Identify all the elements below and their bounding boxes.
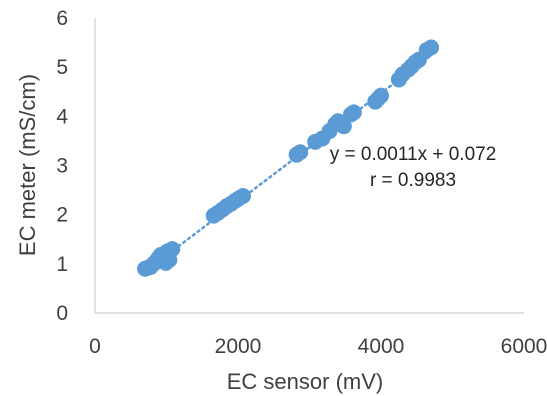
x-tick-label: 6000 bbox=[501, 335, 547, 358]
data-point bbox=[345, 104, 362, 121]
y-tick-label: 0 bbox=[56, 302, 68, 325]
x-tick-label: 4000 bbox=[358, 335, 405, 358]
data-point bbox=[423, 39, 440, 56]
data-point bbox=[335, 118, 352, 135]
x-tick-label: 2000 bbox=[215, 335, 262, 358]
y-axis-title: EC meter (mS/cm) bbox=[15, 74, 40, 256]
y-tick-label: 1 bbox=[56, 253, 68, 276]
data-point bbox=[235, 187, 252, 204]
data-points bbox=[137, 39, 440, 277]
y-tick-label: 5 bbox=[56, 56, 68, 79]
data-point bbox=[373, 87, 389, 104]
tick-labels: 0 2000 4000 6000 0 1 2 3 4 5 6 bbox=[56, 7, 547, 358]
x-tick-label: 0 bbox=[89, 335, 101, 358]
data-point bbox=[292, 144, 309, 161]
y-tick-label: 3 bbox=[56, 155, 68, 178]
trendline-equation: y = 0.0011x + 0.072 bbox=[330, 144, 497, 165]
correlation-coefficient: r = 0.9983 bbox=[370, 170, 456, 191]
data-point bbox=[164, 241, 181, 258]
axes bbox=[94, 18, 524, 314]
y-tick-label: 6 bbox=[56, 7, 68, 30]
y-tick-label: 4 bbox=[56, 105, 68, 128]
x-axis-title: EC sensor (mV) bbox=[227, 369, 383, 394]
y-tick-label: 2 bbox=[56, 204, 68, 227]
